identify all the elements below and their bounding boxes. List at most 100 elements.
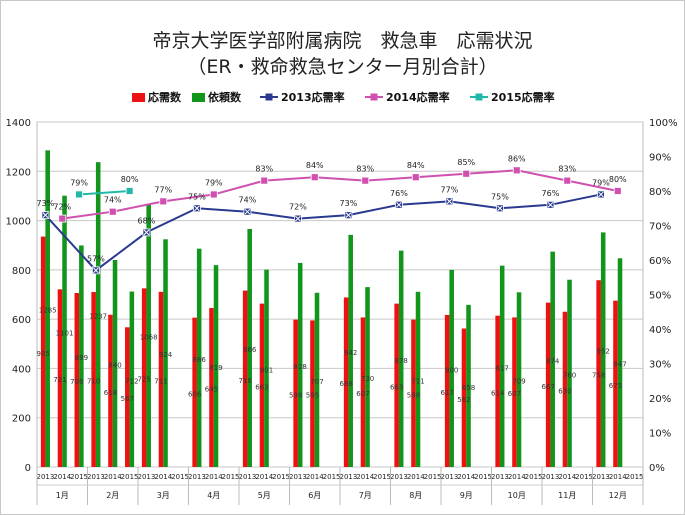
x-year-label: 2015 xyxy=(272,473,290,481)
bar-value-label: 801 xyxy=(260,366,273,374)
chart-subtitle: （ER・救命救急センター月別合計） xyxy=(187,56,498,78)
rate-marker-cross xyxy=(93,267,99,274)
x-year-label: 2014 xyxy=(205,473,223,481)
x-year-label: 2015 xyxy=(222,473,240,481)
bar-value-label: 725 xyxy=(137,376,150,384)
rate-marker-cross xyxy=(42,212,49,219)
rate-value-label: 86% xyxy=(508,154,526,163)
rate-marker-cross xyxy=(497,205,503,212)
y-right-tick-label: 70% xyxy=(649,222,671,233)
bar-value-label: 800 xyxy=(445,366,458,374)
x-year-label: 2014 xyxy=(457,473,475,481)
rate-value-label: 77% xyxy=(441,185,459,194)
x-year-label: 2015 xyxy=(121,473,139,481)
x-year-label: 2014 xyxy=(53,473,71,481)
bar-ouju xyxy=(596,280,601,467)
bar-value-label: 645 xyxy=(205,386,218,394)
grid xyxy=(36,121,644,468)
x-year-label: 2013 xyxy=(441,473,459,481)
bar-ouju xyxy=(545,302,551,467)
rate-marker xyxy=(209,190,218,199)
bar-value-label: 878 xyxy=(395,357,408,365)
bar-value-label: 706 xyxy=(70,378,84,386)
bar-irai xyxy=(112,260,118,467)
rate-marker-cross xyxy=(446,198,453,205)
bar-irai xyxy=(466,304,471,467)
bar-ouju xyxy=(444,314,450,467)
rate-marker xyxy=(108,207,117,216)
bar-ouju xyxy=(141,288,147,467)
bar-irai xyxy=(516,292,522,467)
lines xyxy=(41,166,622,275)
bar-irai xyxy=(600,232,606,467)
y-right-tick-label: 10% xyxy=(649,429,671,440)
x-year-label: 2015 xyxy=(525,473,543,481)
bar-ouju xyxy=(562,311,568,467)
bar-value-label: 707 xyxy=(310,378,323,386)
bar-value-label: 675 xyxy=(609,382,622,390)
bar-value-label: 606 xyxy=(188,390,202,398)
rate-marker-cross xyxy=(295,215,301,222)
x-month-label: 6月 xyxy=(308,491,321,500)
y-left-tick-label: 0 xyxy=(25,463,31,474)
rate-marker xyxy=(613,187,622,195)
x-year-label: 2015 xyxy=(373,473,391,481)
bar-irai xyxy=(45,150,50,467)
bar-ouju xyxy=(74,293,80,467)
axes: 0 200 400 600 800 1000 1200 1400 0% 10% 20% 30% 40% 5… xyxy=(6,118,678,505)
bar-value-label: 828 xyxy=(294,363,307,371)
rate-marker-cross xyxy=(143,229,150,236)
bar-value-label: 1101 xyxy=(56,329,74,337)
y-right-tick-label: 100% xyxy=(649,118,678,129)
bar-value-label: 721 xyxy=(53,376,66,384)
bar-value-label: 1237 xyxy=(89,313,107,321)
bar-value-label: 614 xyxy=(491,389,505,397)
bar-value-label: 847 xyxy=(613,361,626,369)
rate-line xyxy=(44,193,602,272)
rate-marker xyxy=(361,176,370,185)
rate-value-label: 74% xyxy=(239,196,257,205)
x-year-label: 2015 xyxy=(626,473,644,481)
bar-irai xyxy=(550,251,555,467)
bar-ouju xyxy=(310,320,315,467)
rate-value-label: 85% xyxy=(457,158,475,167)
legend-label: 依頼数 xyxy=(208,90,242,104)
rate-marker xyxy=(462,169,471,178)
x-year-label: 2013 xyxy=(188,473,206,481)
x-month-label: 5月 xyxy=(258,491,271,500)
bar-ouju xyxy=(411,319,416,467)
rate-value-label: 72% xyxy=(289,203,307,212)
x-year-label: 2013 xyxy=(390,473,408,481)
rate-value-label: 80% xyxy=(609,175,627,184)
bar-irai xyxy=(196,248,202,467)
bar-irai xyxy=(62,195,67,468)
bar-value-label: 630 xyxy=(558,387,571,395)
legend-swatch xyxy=(192,93,205,102)
y-left-tick-label: 1400 xyxy=(6,118,31,129)
rate-value-label: 73% xyxy=(340,199,358,208)
rate-marker-cross xyxy=(396,201,402,208)
rate-value-label: 75% xyxy=(188,192,206,201)
bar-value-label: 598 xyxy=(407,391,420,399)
x-month-label: 1月 xyxy=(56,491,69,500)
y-right-tick-label: 90% xyxy=(649,153,671,164)
x-month-label: 2月 xyxy=(106,491,119,500)
bar-irai xyxy=(95,162,101,468)
y-left-tick-label: 400 xyxy=(12,364,31,375)
chart-title: 帝京大学医学部附属病院 救急車 応需状況 xyxy=(152,30,533,52)
bar-ouju xyxy=(343,297,349,467)
x-year-label: 2014 xyxy=(407,473,425,481)
rate-value-label: 84% xyxy=(306,161,324,170)
bar-ouju xyxy=(209,308,214,467)
x-year-label: 2014 xyxy=(609,473,627,481)
bar-value-label: 966 xyxy=(243,346,257,354)
y-right-tick-label: 80% xyxy=(649,187,671,198)
y-left-tick-label: 800 xyxy=(12,266,31,277)
y-right-tick-label: 40% xyxy=(649,325,671,336)
bar-value-label: 758 xyxy=(592,372,605,380)
rate-marker xyxy=(75,190,83,199)
rate-marker-cross xyxy=(345,212,352,219)
bar-value-label: 760 xyxy=(563,371,576,379)
bar-value-label: 688 xyxy=(339,380,352,388)
x-year-label: 2013 xyxy=(138,473,156,481)
